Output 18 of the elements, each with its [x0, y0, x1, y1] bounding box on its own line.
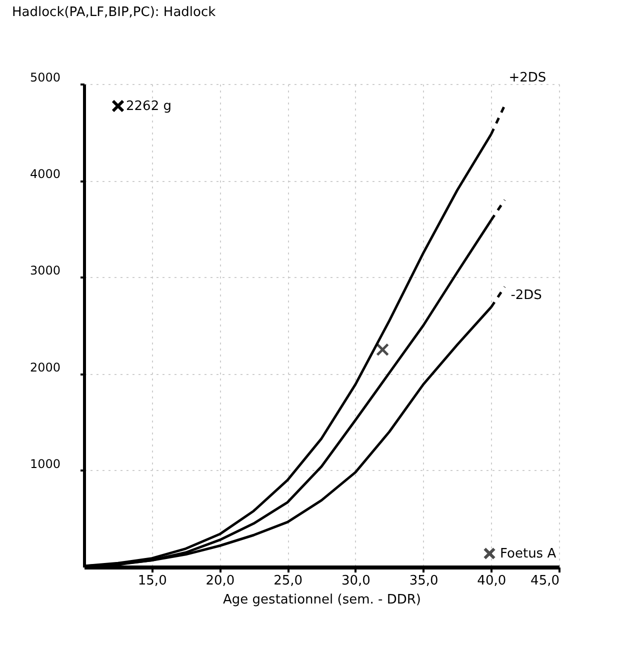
- y-tick-label: 1000: [30, 456, 60, 471]
- y-tick-label: 5000: [30, 70, 60, 84]
- chart-title: Hadlock(PA,LF,BIP,PC): Hadlock: [12, 5, 216, 20]
- x-tick-label: 25,0: [274, 574, 303, 588]
- x-tick-label: 20,0: [206, 574, 235, 588]
- y-tick-label: 4000: [30, 167, 60, 182]
- y-tick-label: 3000: [30, 264, 60, 278]
- y-tick-label: 2000: [30, 360, 60, 374]
- legend-label: Foetus A: [500, 546, 556, 562]
- x-tick-label: 40,0: [477, 574, 506, 588]
- x-tick-label: 15,0: [138, 574, 167, 588]
- series-label: +2DS: [508, 70, 546, 86]
- x-tick-label: 30,0: [341, 574, 370, 588]
- x-axis-title: Age gestationnel (sem. - DDR): [223, 592, 421, 608]
- series-label: -2DS: [510, 288, 542, 303]
- x-tick-label: 45,0: [530, 574, 560, 588]
- x-tick-label: 35,0: [409, 574, 438, 588]
- annotation: 2262 g: [126, 99, 172, 114]
